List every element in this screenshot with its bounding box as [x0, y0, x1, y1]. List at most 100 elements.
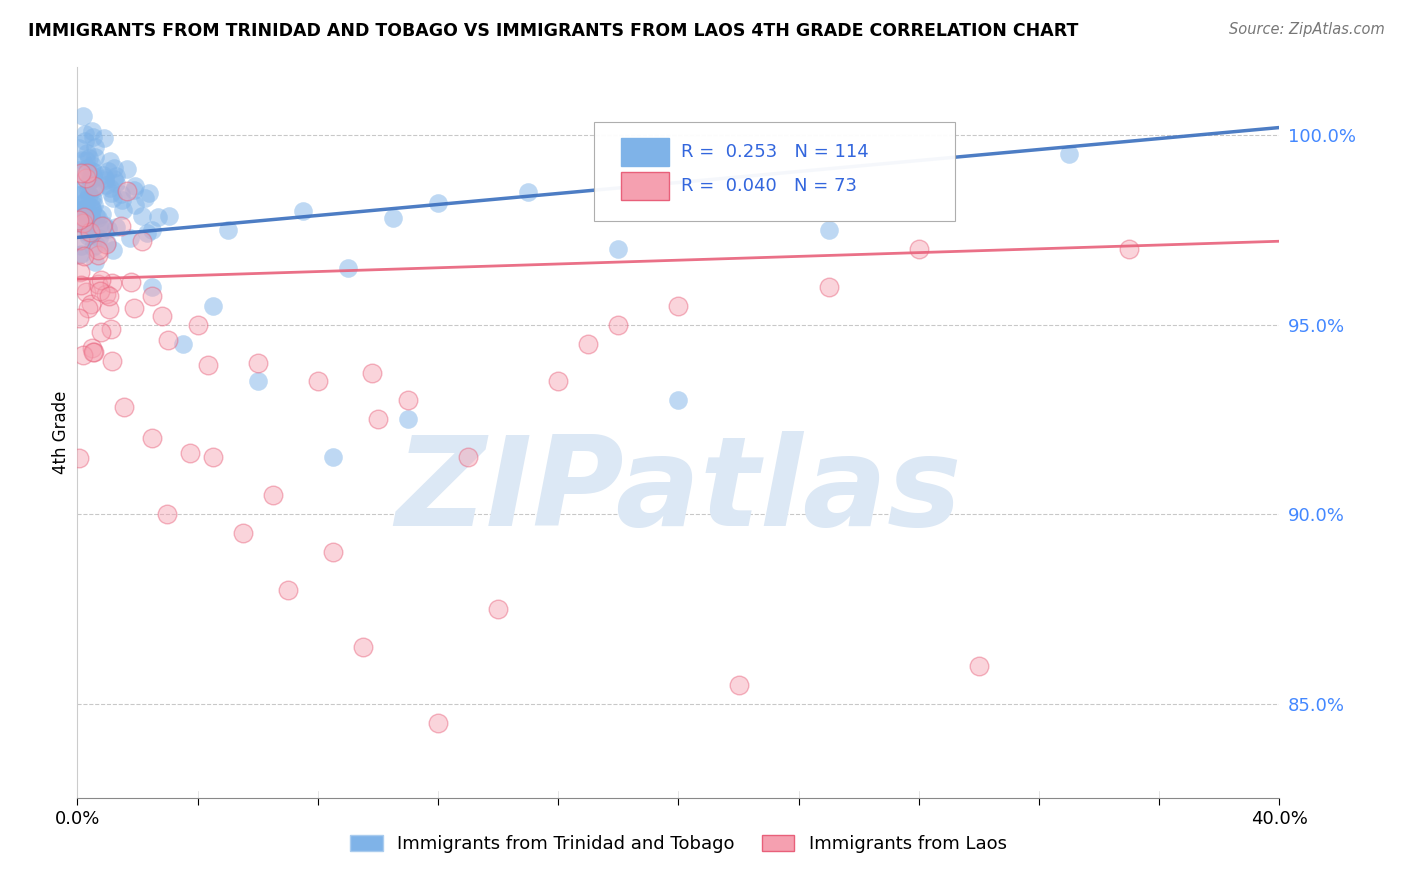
Point — [547, 375, 569, 389]
Point — [87, 231, 110, 245]
Point — [80, 124, 103, 138]
Point — [79, 225, 101, 239]
Point — [100, 322, 122, 336]
Point — [84, 150, 107, 164]
Point — [98, 181, 121, 195]
Point — [77, 301, 100, 315]
Point — [79, 173, 101, 187]
Point — [105, 220, 128, 235]
Point — [80, 200, 103, 214]
Point — [457, 450, 479, 465]
Point — [101, 277, 124, 291]
Legend: Immigrants from Trinidad and Tobago, Immigrants from Laos: Immigrants from Trinidad and Tobago, Imm… — [342, 826, 1015, 863]
Point — [131, 234, 153, 248]
Point — [817, 279, 839, 293]
Point — [607, 242, 630, 256]
Point — [93, 131, 115, 145]
Point — [101, 353, 124, 368]
Point — [110, 186, 132, 201]
Point — [72, 348, 94, 362]
Point — [141, 288, 163, 302]
Point — [82, 211, 104, 226]
Point — [576, 336, 599, 351]
Point — [90, 207, 112, 221]
Point — [607, 318, 630, 332]
Text: R =  0.040   N = 73: R = 0.040 N = 73 — [681, 178, 856, 195]
Point — [179, 446, 201, 460]
Point — [396, 393, 419, 408]
Point — [124, 183, 146, 197]
Point — [94, 237, 117, 252]
Point — [89, 219, 111, 233]
Point — [90, 219, 112, 234]
Point — [1057, 147, 1080, 161]
FancyBboxPatch shape — [620, 138, 669, 166]
Point — [131, 209, 153, 223]
Point — [83, 345, 105, 359]
Point — [73, 210, 96, 224]
Point — [117, 161, 139, 176]
Point — [94, 173, 117, 187]
Y-axis label: 4th Grade: 4th Grade — [52, 391, 70, 475]
Point — [67, 248, 90, 262]
Point — [277, 582, 299, 597]
Point — [67, 141, 90, 155]
Point — [110, 219, 132, 233]
Point — [136, 226, 159, 240]
Point — [86, 237, 108, 252]
Point — [69, 182, 91, 196]
Point — [381, 211, 404, 226]
Point — [105, 169, 128, 184]
Point — [82, 193, 104, 207]
Point — [87, 248, 110, 262]
Point — [201, 450, 224, 465]
Point — [172, 336, 194, 351]
Point — [111, 203, 134, 218]
Point — [262, 488, 284, 502]
Point — [141, 223, 163, 237]
Point — [83, 179, 105, 194]
Point — [80, 342, 103, 356]
Point — [82, 345, 104, 359]
Point — [70, 278, 93, 293]
Point — [112, 400, 135, 414]
Point — [98, 301, 121, 316]
Point — [89, 284, 111, 298]
Point — [156, 333, 179, 347]
Point — [110, 193, 132, 207]
Text: ZIPatlas: ZIPatlas — [395, 431, 962, 551]
Point — [217, 223, 239, 237]
Point — [83, 178, 105, 192]
Point — [75, 219, 97, 233]
Point — [77, 183, 100, 197]
Point — [69, 247, 91, 261]
Point — [93, 171, 115, 186]
Point — [322, 545, 344, 559]
Point — [73, 134, 96, 148]
Point — [367, 412, 389, 426]
Point — [1118, 242, 1140, 256]
Point — [72, 173, 94, 187]
Point — [82, 190, 104, 204]
Point — [141, 431, 163, 445]
Point — [908, 242, 931, 256]
Point — [76, 166, 98, 180]
Point — [103, 172, 125, 186]
Point — [80, 297, 103, 311]
Point — [70, 218, 93, 232]
Point — [232, 526, 254, 541]
Point — [67, 202, 90, 216]
Point — [75, 285, 97, 300]
Point — [72, 195, 94, 210]
Point — [97, 164, 120, 178]
Point — [817, 223, 839, 237]
Point — [103, 161, 125, 176]
Point — [115, 184, 138, 198]
Point — [360, 366, 382, 380]
Point — [75, 170, 97, 185]
Point — [101, 243, 124, 257]
Point — [75, 153, 97, 168]
Point — [101, 191, 124, 205]
Point — [124, 179, 146, 194]
Point — [75, 194, 97, 208]
